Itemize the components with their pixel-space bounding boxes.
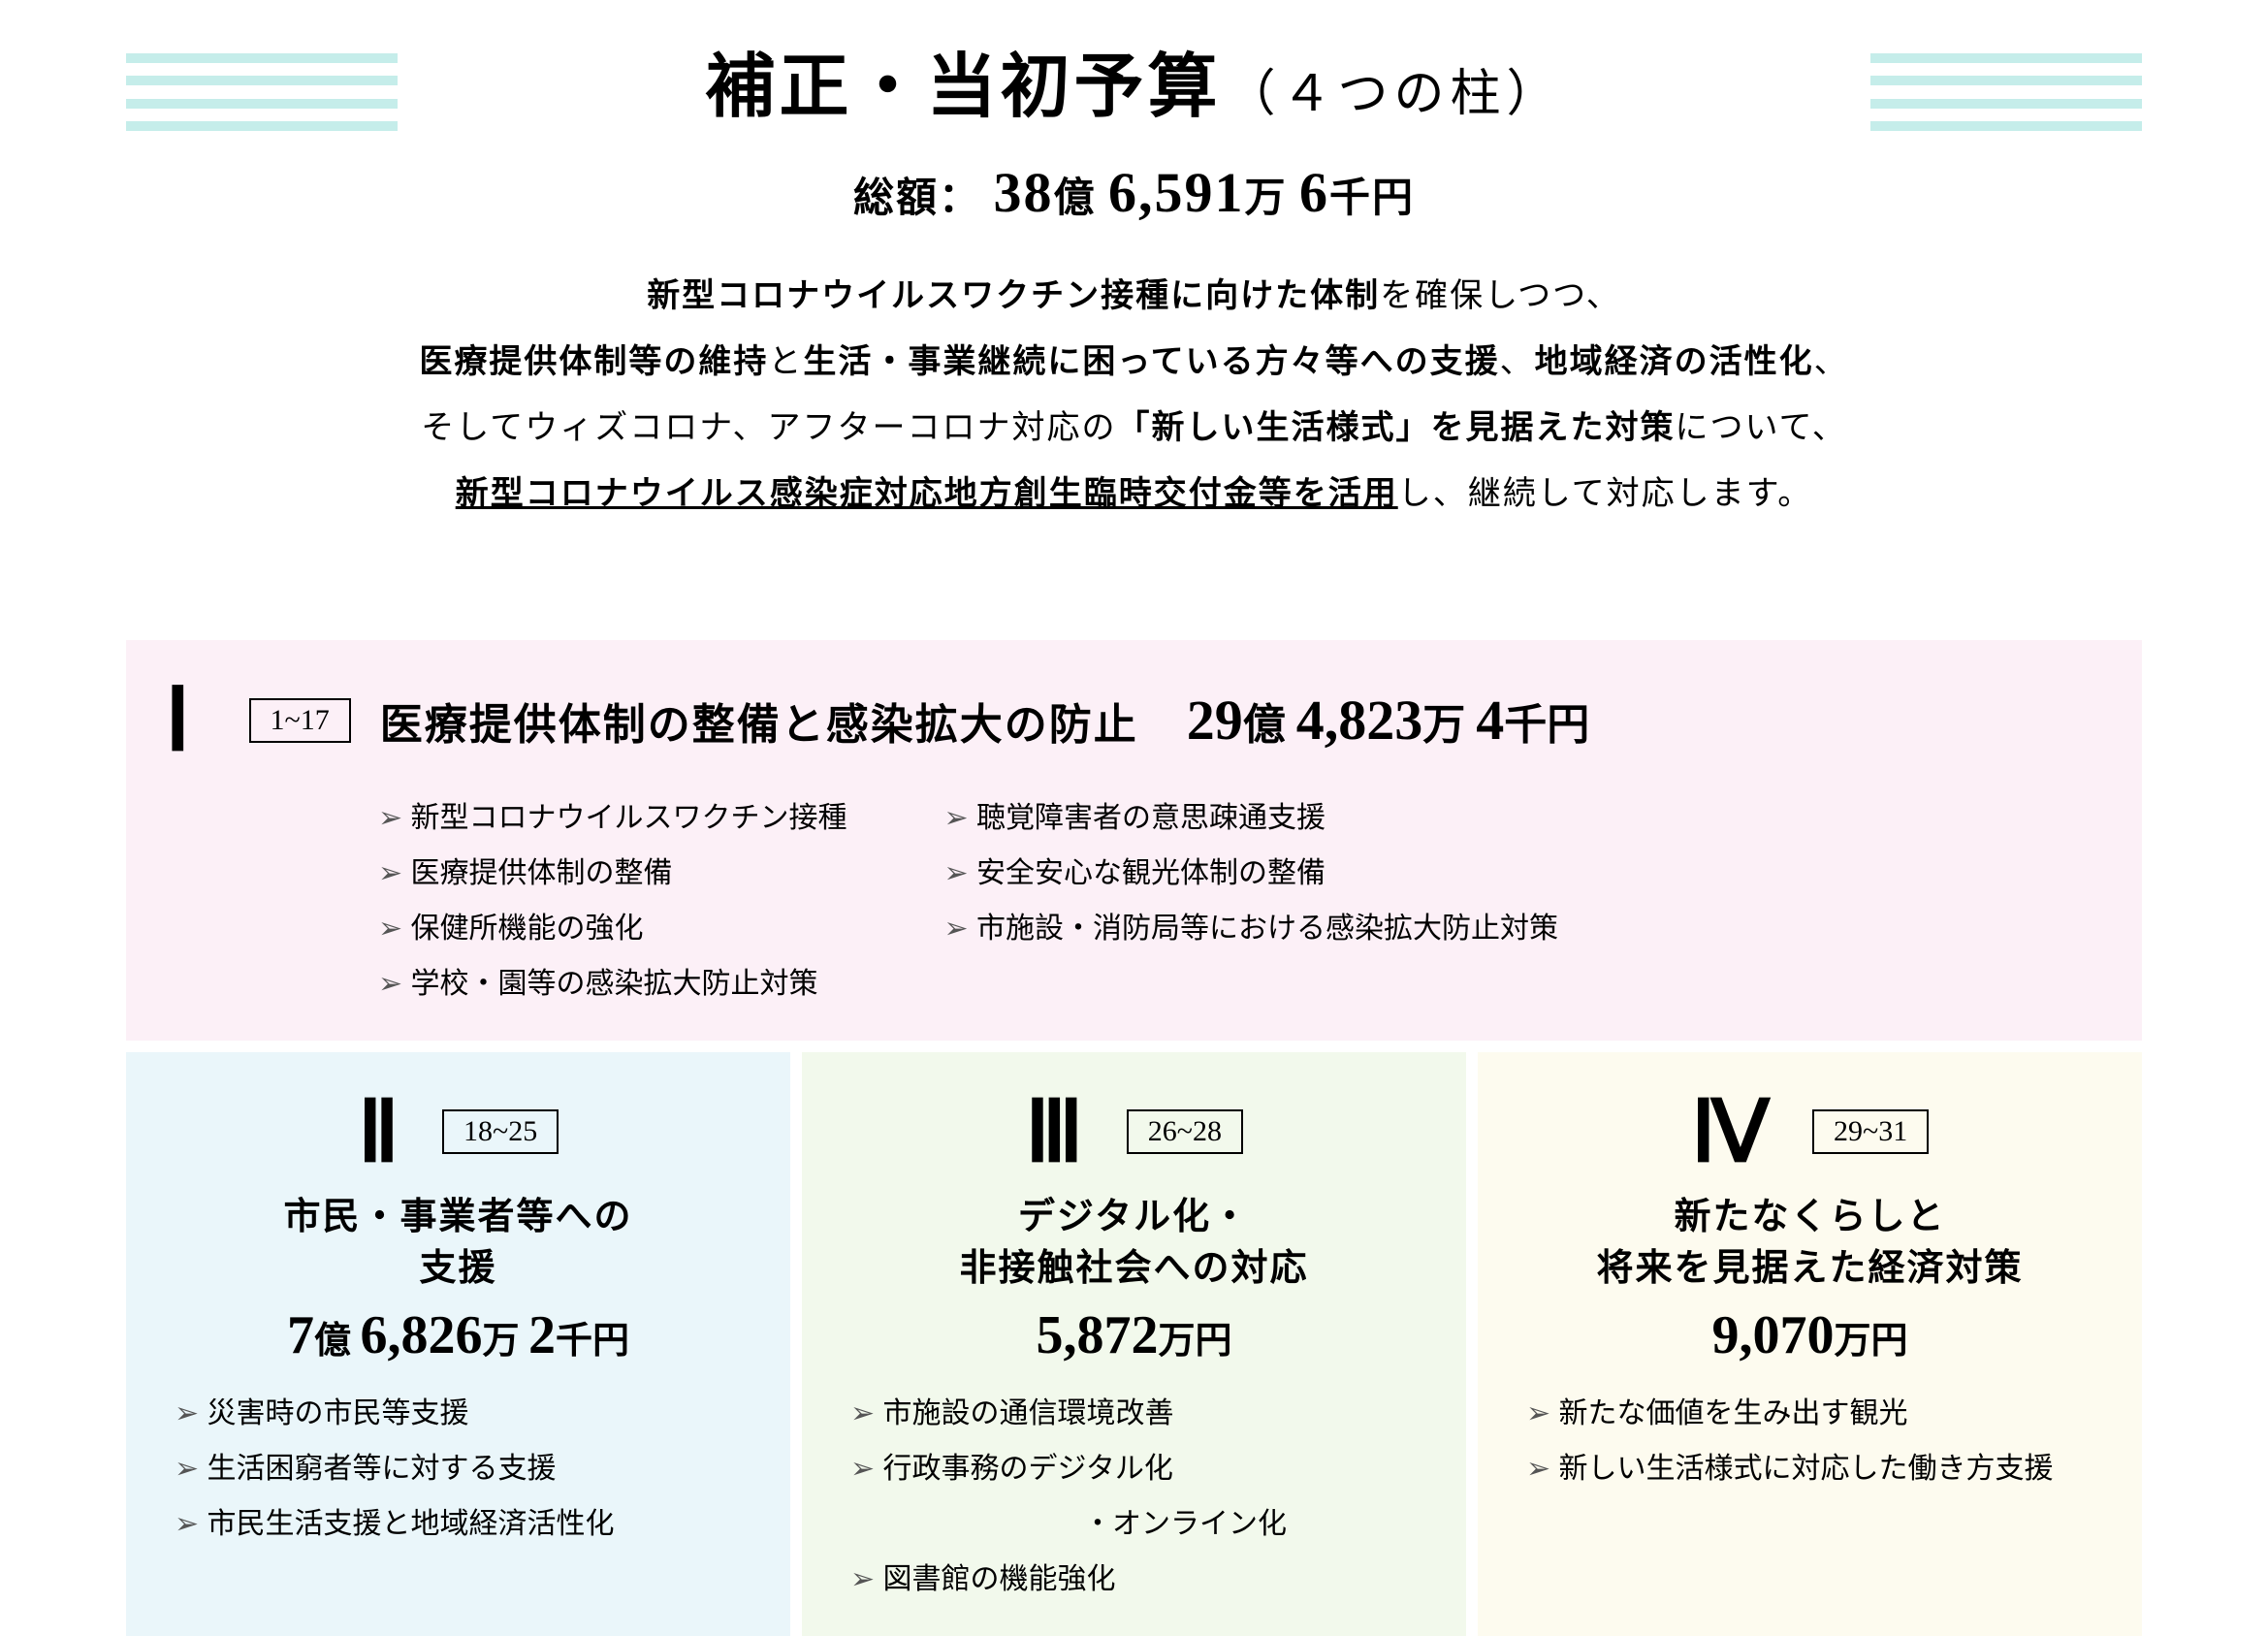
pillar-2-bullets: 災害時の市民等支援 生活困窮者等に対する支援 市民生活支援と地域経済活性化 bbox=[175, 1386, 751, 1552]
pillar-3-roman: Ⅲ bbox=[1025, 1081, 1084, 1182]
decor-stripes-right bbox=[1870, 53, 2142, 131]
pillar-1-amount: 29億 4,823万 4千円 bbox=[1187, 688, 1590, 753]
pillar-2-title: 市民・事業者等への 支援 bbox=[165, 1192, 751, 1295]
pillar-4: Ⅳ 29~31 新たなくらしと 将来を見据えた経済対策 9,070万円 新たな価… bbox=[1478, 1052, 2142, 1636]
decor-stripes-left bbox=[126, 53, 398, 131]
total-label: 総額： bbox=[853, 176, 981, 221]
list-item: 新型コロナウイルスワクチン接種 bbox=[378, 790, 847, 846]
list-item: 新たな価値を生み出す観光 bbox=[1526, 1386, 2103, 1441]
pillar-2-amount: 7億 6,826万 2千円 bbox=[165, 1304, 751, 1366]
list-item: 災害時の市民等支援 bbox=[175, 1386, 751, 1441]
pillar-3-title: デジタル化・ 非接触社会への対応 bbox=[841, 1192, 1427, 1295]
pillar-3-range: 26~28 bbox=[1127, 1109, 1243, 1154]
list-item: 市民生活支援と地域経済活性化 bbox=[175, 1496, 751, 1552]
list-item: 聴覚障害者の意思疎通支援 bbox=[943, 790, 1557, 846]
pillar-4-roman: Ⅳ bbox=[1691, 1081, 1770, 1182]
pillar-4-bullets: 新たな価値を生み出す観光 新しい生活様式に対応した働き方支援 bbox=[1526, 1386, 2103, 1496]
pillar-1-roman: Ⅰ bbox=[165, 669, 191, 771]
list-item: 安全安心な観光体制の整備 bbox=[943, 846, 1557, 901]
list-item: 生活困窮者等に対する支援 bbox=[175, 1441, 751, 1496]
title-sub: （４つの柱） bbox=[1226, 67, 1563, 122]
pillar-4-amount: 9,070万円 bbox=[1517, 1304, 2103, 1366]
total-amount: 総額： 38億 6,591万 6千円 bbox=[0, 160, 2268, 225]
pillar-2-roman: Ⅱ bbox=[358, 1081, 399, 1182]
total-man: 6,591 bbox=[1108, 161, 1245, 224]
pillar-1: Ⅰ 1~17 医療提供体制の整備と感染拡大の防止 29億 4,823万 4千円 … bbox=[126, 640, 2142, 1041]
total-sen: 6 bbox=[1299, 161, 1329, 224]
list-item: 新しい生活様式に対応した働き方支援 bbox=[1526, 1441, 2103, 1496]
description: 新型コロナウイルスワクチン接種に向けた体制を確保しつつ、 医療提供体制等の維持と… bbox=[213, 264, 2056, 528]
pillar-3-bullets: 市施設の通信環境改善 行政事務のデジタル化・オンライン化 図書館の機能強化 bbox=[850, 1386, 1427, 1607]
pillar-3: Ⅲ 26~28 デジタル化・ 非接触社会への対応 5,872万円 市施設の通信環… bbox=[802, 1052, 1466, 1636]
pillar-4-range: 29~31 bbox=[1812, 1109, 1929, 1154]
pillar-4-title: 新たなくらしと 将来を見据えた経済対策 bbox=[1517, 1192, 2103, 1295]
pillars-grid: Ⅰ 1~17 医療提供体制の整備と感染拡大の防止 29億 4,823万 4千円 … bbox=[126, 640, 2142, 1565]
pillar-1-bullets-right: 聴覚障害者の意思疎通支援 安全安心な観光体制の整備 市施設・消防局等における感染… bbox=[943, 790, 1557, 1011]
list-item: 保健所機能の強化 bbox=[378, 901, 847, 956]
total-oku: 38 bbox=[993, 161, 1053, 224]
title-main: 補正・当初予算 bbox=[705, 48, 1221, 126]
list-item: 市施設の通信環境改善 bbox=[850, 1386, 1427, 1441]
pillar-1-title: 医療提供体制の整備と感染拡大の防止 bbox=[380, 690, 1138, 752]
list-item: 図書館の機能強化 bbox=[850, 1552, 1427, 1607]
list-item: 行政事務のデジタル化・オンライン化 bbox=[850, 1441, 1427, 1552]
pillar-2: Ⅱ 18~25 市民・事業者等への 支援 7億 6,826万 2千円 災害時の市… bbox=[126, 1052, 790, 1636]
list-item: 医療提供体制の整備 bbox=[378, 846, 847, 901]
pillar-1-range: 1~17 bbox=[249, 698, 351, 743]
list-item: 市施設・消防局等における感染拡大防止対策 bbox=[943, 901, 1557, 956]
pillar-2-range: 18~25 bbox=[442, 1109, 559, 1154]
pillar-3-amount: 5,872万円 bbox=[841, 1304, 1427, 1366]
pillar-1-bullets-left: 新型コロナウイルスワクチン接種 医療提供体制の整備 保健所機能の強化 学校・園等… bbox=[378, 790, 847, 1011]
list-item: 学校・園等の感染拡大防止対策 bbox=[378, 956, 847, 1011]
